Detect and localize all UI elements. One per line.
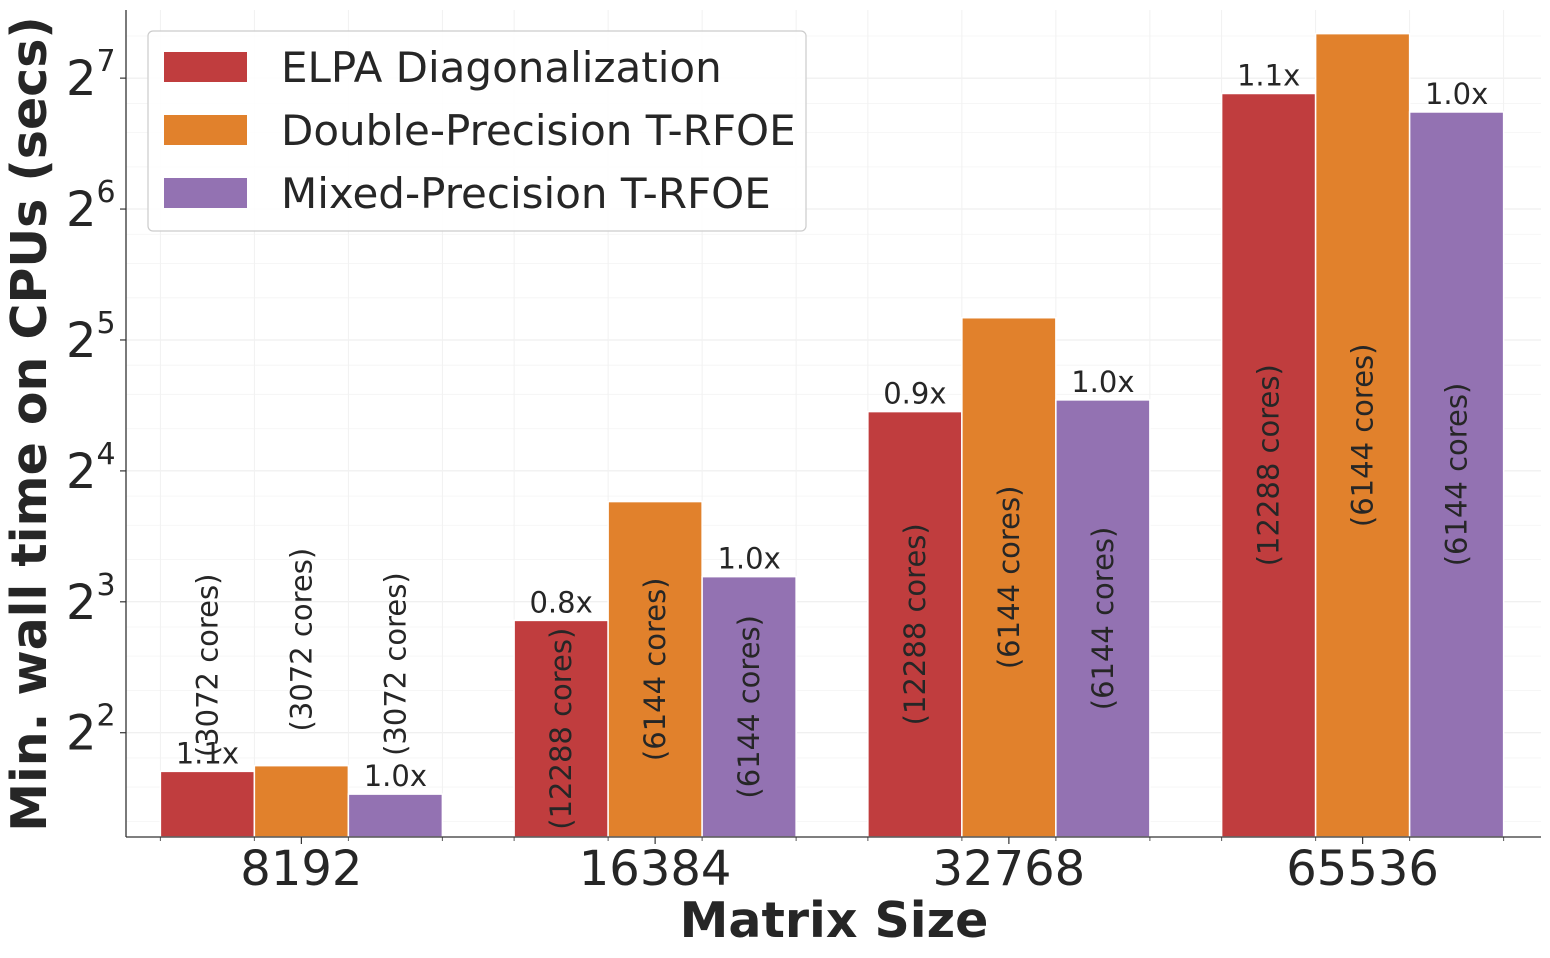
legend-label: Mixed-Precision T-RFOE — [281, 169, 771, 218]
legend: ELPA Diagonalization Double-Precision T-R… — [147, 30, 807, 232]
y-tick-label: 24 — [66, 437, 116, 500]
bar — [253, 764, 350, 838]
cores-label: (6144 cores) — [732, 615, 766, 799]
bars — [159, 32, 1505, 838]
legend-label: Double-Precision T-RFOE — [281, 106, 796, 155]
bar-labels: 1.1x(3072 cores) (3072 cores)1.0x(3072 co… — [176, 58, 1489, 829]
y-tick-label: 25 — [66, 306, 116, 369]
legend-swatch — [164, 115, 247, 145]
bar — [513, 619, 609, 838]
cores-label: (6144 cores) — [638, 578, 672, 762]
bar — [607, 500, 703, 838]
bar — [1314, 32, 1411, 838]
x-tick-label: 65536 — [1286, 841, 1439, 897]
speedup-label: 0.9x — [883, 377, 946, 411]
bar — [159, 770, 256, 838]
bar — [1055, 399, 1151, 838]
speedup-label: 1.0x — [1071, 365, 1134, 399]
cores-label: (6144 cores) — [1346, 344, 1380, 528]
x-tick-label: 8192 — [240, 841, 362, 897]
y-tick-label: 23 — [66, 568, 116, 631]
bar — [701, 575, 797, 838]
bar — [347, 793, 444, 838]
speedup-label: 1.1x — [1237, 58, 1300, 92]
x-axis-label: Matrix Size — [680, 892, 989, 949]
cores-label: (12288 cores) — [1252, 364, 1286, 566]
cores-label: (3072 cores) — [284, 548, 318, 732]
legend-frame — [147, 30, 807, 232]
bar — [1408, 111, 1505, 838]
cores-label: (6144 cores) — [1086, 527, 1120, 711]
cores-label: (3072 cores) — [190, 574, 224, 758]
y-tick-labels: 22 23 24 25 26 27 — [66, 44, 116, 762]
legend-label: ELPA Diagonalization — [281, 43, 722, 92]
y-tick-label: 27 — [66, 44, 116, 107]
speedup-label: 1.0x — [1425, 77, 1488, 111]
legend-swatch — [164, 52, 247, 82]
cores-label: (3072 cores) — [378, 572, 412, 756]
cores-label: (12288 cores) — [544, 628, 578, 830]
bar — [961, 316, 1057, 838]
y-axis-label: Min. wall time on CPUs (secs) — [1, 16, 58, 832]
speedup-label: 1.0x — [364, 759, 427, 793]
cores-label: (6144 cores) — [992, 486, 1026, 670]
bar — [867, 410, 963, 838]
axes — [120, 10, 1541, 844]
x-tick-labels: 8192 16384 32768 65536 — [240, 841, 1439, 897]
speedup-label: 1.1x — [176, 736, 239, 770]
x-tick-label: 16384 — [579, 841, 732, 897]
y-tick-label: 22 — [66, 699, 116, 762]
legend-swatch — [164, 178, 247, 208]
y-tick-label: 26 — [66, 175, 116, 238]
x-tick-label: 32768 — [933, 841, 1086, 897]
speedup-label: 0.8x — [529, 585, 592, 619]
cores-label: (6144 cores) — [1440, 383, 1474, 567]
speedup-label: 1.0x — [717, 542, 780, 576]
cores-label: (12288 cores) — [898, 523, 932, 725]
